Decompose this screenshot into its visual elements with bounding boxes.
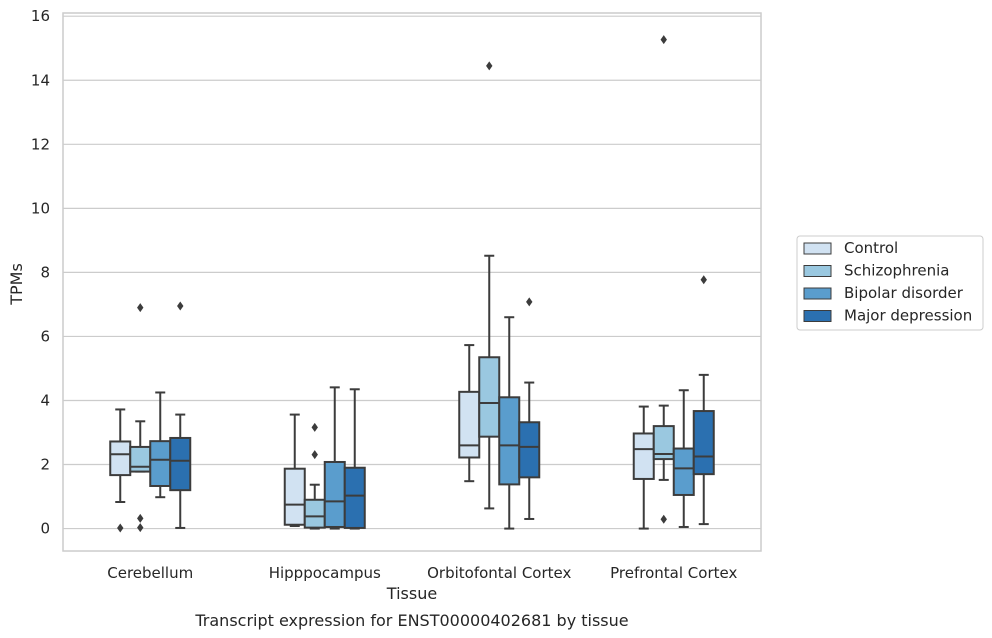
box-iqr [283,467,306,526]
box-iqr [632,432,655,480]
x-tick-labels: Cerebellum Hipppocampus Orbitofontal Corte… [107,564,737,582]
box-plot [652,35,675,524]
box-plot [323,386,346,530]
x-tick-label: Prefrontal Cortex [610,564,737,582]
box-iqr [303,498,326,529]
box-iqr [343,466,366,529]
y-tick-label: 16 [31,7,50,25]
legend: Control Schizophrenia Bipolar disorder Majo… [796,235,984,331]
legend-frame [796,235,984,331]
box-plot [149,391,172,499]
y-tick-label: 4 [40,391,50,409]
y-tick-labels: 0 2 4 6 8 10 12 14 16 [31,7,50,537]
legend-label: Schizophrenia [844,262,949,280]
box-iqr [149,440,172,487]
box-iqr [458,390,481,459]
y-tick-label: 8 [40,263,50,281]
box-iqr [129,445,152,473]
outlier-point [137,303,144,313]
outlier-point [486,61,493,71]
x-tick-label: Orbitofontal Cortex [427,564,571,582]
box-iqr [478,356,501,438]
box-iqr [323,460,346,528]
box-iqr [518,421,541,479]
box-plot [498,316,521,530]
box-iqr [169,436,192,492]
box-iqr [109,440,132,477]
x-axis-title: Tissue [386,584,437,603]
y-tick-label: 6 [40,327,50,345]
legend-swatch [803,287,832,300]
box-plot [129,303,152,533]
y-tick-label: 2 [40,456,50,474]
legend-label: Major depression [844,307,972,325]
chart-caption: Transcript expression for ENST0000040268… [194,611,628,630]
outlier-point [660,514,667,524]
box-plot [343,388,366,530]
y-tick-label: 0 [40,520,50,538]
boxes [109,35,715,533]
box-iqr [672,447,695,496]
y-tick-label: 10 [31,199,50,217]
legend-label: Bipolar disorder [844,284,964,302]
box-plot [283,413,306,528]
outlier-point [311,450,318,460]
box-plot [632,405,655,530]
box-iqr [498,396,521,486]
x-tick-label: Cerebellum [107,564,193,582]
outlier-point [137,523,144,533]
outlier-point [177,301,184,311]
outlier-point [700,275,707,285]
y-tick-label: 12 [31,135,50,153]
legend-label: Control [844,239,898,257]
x-tick-label: Hipppocampus [269,564,381,582]
box-iqr [652,425,675,461]
plot-frame [62,12,762,552]
outlier-point [117,523,124,533]
box-iqr [692,410,715,476]
legend-swatch [803,242,832,255]
outlier-point [660,35,667,45]
y-axis-title: TPMs [7,263,26,306]
legend-swatch [803,265,832,277]
box-plot [518,297,541,520]
outlier-point [526,297,533,307]
outlier-point [311,422,318,432]
outlier-point [137,513,144,523]
box-plot [169,301,192,529]
y-tick-label: 14 [31,71,50,89]
legend-swatch [803,310,832,322]
box-plot [692,275,715,526]
